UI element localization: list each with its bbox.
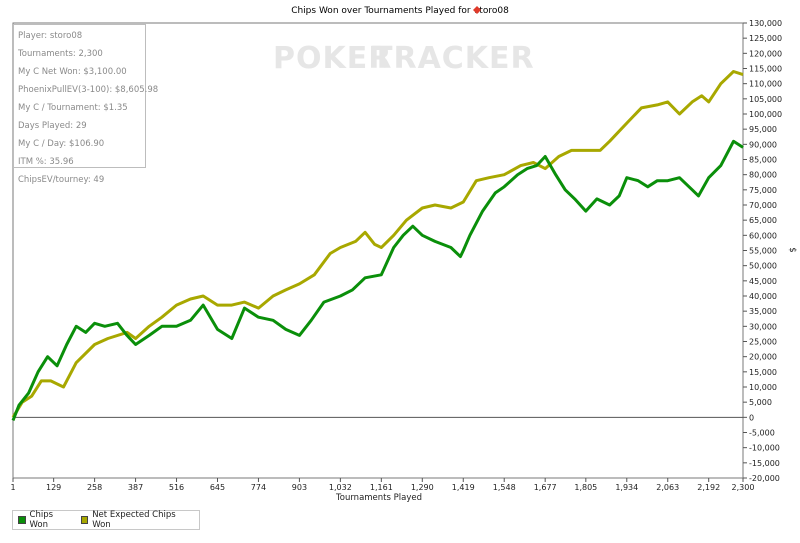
x-tick-label: 2,300 (732, 483, 755, 492)
x-tick-label: 387 (128, 483, 143, 492)
x-tick-label: 258 (87, 483, 102, 492)
x-tick-label: 516 (169, 483, 184, 492)
y-axis: -20,000 -15,000 -10,000 -5,000 0 5,000 10,000 1… (743, 19, 782, 483)
legend-swatch-chips-won (18, 516, 26, 524)
watermark-logo-left: POKER (273, 41, 392, 76)
x-tick-label: 1,934 (615, 483, 638, 492)
x-tick-label: 1,548 (493, 483, 516, 492)
x-tick-label: 1 (10, 483, 15, 492)
y-tick-label: 40,000 (749, 292, 777, 301)
watermark-logo-right: TRACKER (372, 41, 535, 76)
y-axis-label: $ (787, 247, 797, 252)
stats-line: ITM %: 35.96 (18, 157, 74, 167)
series-layer (11, 70, 744, 421)
player-icon (473, 6, 481, 14)
legend-item-net-expected[interactable]: Net Expected Chips Won (80, 510, 189, 530)
y-tick-label: 15,000 (749, 368, 777, 377)
y-tick-label: 90,000 (749, 140, 777, 149)
y-tick-label: -20,000 (749, 474, 780, 483)
y-tick-label: 125,000 (749, 34, 782, 43)
x-tick-label: 2,063 (656, 483, 679, 492)
y-tick-label: 10,000 (749, 383, 777, 392)
stats-line: ChipsEV/tourney: 49 (18, 175, 105, 185)
y-tick-label: 85,000 (749, 156, 777, 165)
stats-box: Player: storo08 Tournaments: 2,300 My C Ne… (13, 24, 159, 185)
x-tick-label: 774 (251, 483, 266, 492)
y-tick-label: 110,000 (749, 80, 782, 89)
y-tick-label: -5,000 (749, 429, 775, 438)
series-line-chips-won (11, 139, 744, 421)
x-axis-label: Tournaments Played (335, 493, 422, 503)
chart-title: Chips Won over Tournaments Played for sto… (291, 6, 509, 16)
x-tick-label: 645 (210, 483, 225, 492)
stats-line: My C Net Won: $3,100.00 (18, 67, 127, 77)
y-tick-label: 65,000 (749, 216, 777, 225)
y-tick-label: -15,000 (749, 459, 780, 468)
x-tick-label: 903 (292, 483, 307, 492)
y-tick-label: 55,000 (749, 247, 777, 256)
stats-line: Player: storo08 (18, 31, 83, 41)
y-tick-label: 20,000 (749, 353, 777, 362)
y-tick-label: 70,000 (749, 201, 777, 210)
x-tick-label: 1,290 (411, 483, 434, 492)
x-tick-label: 1,677 (534, 483, 557, 492)
y-tick-label: 50,000 (749, 262, 777, 271)
x-tick-label: 1,805 (574, 483, 597, 492)
y-tick-label: 45,000 (749, 277, 777, 286)
legend-label-net-expected: Net Expected Chips Won (92, 510, 176, 530)
x-tick-label: 2,192 (697, 483, 720, 492)
y-tick-label: 80,000 (749, 171, 777, 180)
y-tick-label: 30,000 (749, 322, 777, 331)
y-tick-label: 95,000 (749, 125, 777, 134)
y-tick-label: 120,000 (749, 49, 782, 58)
y-tick-label: 130,000 (749, 19, 782, 28)
y-tick-label: 25,000 (749, 338, 777, 347)
stats-line: Days Played: 29 (18, 121, 87, 131)
y-tick-label: 0 (749, 413, 754, 422)
legend-label-chips-won: Chips Won (29, 510, 54, 530)
x-tick-label: 1,032 (329, 483, 352, 492)
x-tick-label: 1,419 (452, 483, 475, 492)
y-tick-label: -10,000 (749, 444, 780, 453)
x-tick-label: 129 (46, 483, 61, 492)
stats-line: Tournaments: 2,300 (18, 49, 103, 59)
stats-line: My C / Tournament: $1.35 (18, 103, 128, 113)
y-tick-label: 5,000 (749, 398, 772, 407)
stats-line: PhoenixPullEV(3-100): $8,605.98 (18, 85, 159, 95)
y-tick-label: 100,000 (749, 110, 782, 119)
legend: Chips Won Net Expected Chips Won (12, 510, 200, 530)
series-line-net-expected-chips-won (11, 70, 744, 419)
y-tick-label: 105,000 (749, 95, 782, 104)
legend-item-chips-won[interactable]: Chips Won (18, 510, 71, 530)
x-axis: 1 129 258 387 516 645 774 903 1,032 1,161 1,290 1,4… (10, 478, 754, 492)
y-tick-label: 60,000 (749, 231, 777, 240)
y-tick-label: 115,000 (749, 65, 782, 74)
legend-swatch-net-expected (80, 516, 89, 524)
y-tick-label: 75,000 (749, 186, 777, 195)
x-tick-label: 1,161 (370, 483, 393, 492)
stats-line: My C / Day: $106.90 (18, 139, 105, 149)
y-tick-label: 35,000 (749, 307, 777, 316)
